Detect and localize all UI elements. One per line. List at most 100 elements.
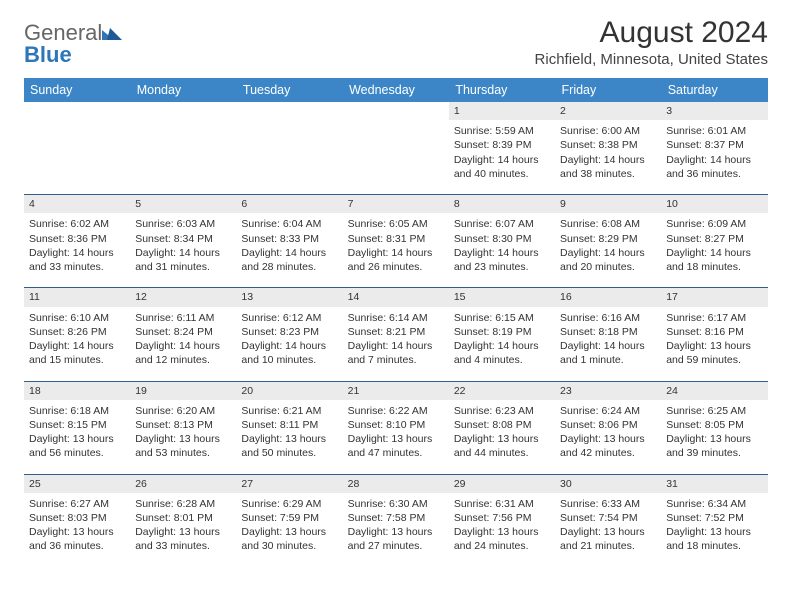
sunset-line: Sunset: 8:19 PM xyxy=(454,325,550,339)
day-number-cell: 15 xyxy=(449,288,555,307)
daylight-line: Daylight: 14 hours and 36 minutes. xyxy=(666,153,762,181)
weekday-header: Friday xyxy=(555,78,661,102)
daylight-line: Daylight: 14 hours and 18 minutes. xyxy=(666,246,762,274)
day-number-cell: 1 xyxy=(449,102,555,120)
day-number-cell: 8 xyxy=(449,195,555,214)
day-info-row: Sunrise: 6:18 AMSunset: 8:15 PMDaylight:… xyxy=(24,400,768,475)
day-cell xyxy=(130,120,236,195)
calendar-body: 123Sunrise: 5:59 AMSunset: 8:39 PMDaylig… xyxy=(24,102,768,567)
day-cell: Sunrise: 6:11 AMSunset: 8:24 PMDaylight:… xyxy=(130,307,236,382)
sunset-line: Sunset: 7:56 PM xyxy=(454,511,550,525)
daylight-line: Daylight: 14 hours and 38 minutes. xyxy=(560,153,656,181)
day-number-cell: 25 xyxy=(24,474,130,493)
sunrise-line: Sunrise: 6:28 AM xyxy=(135,497,231,511)
sunrise-line: Sunrise: 6:02 AM xyxy=(29,217,125,231)
sunset-line: Sunset: 8:27 PM xyxy=(666,232,762,246)
day-cell: Sunrise: 6:03 AMSunset: 8:34 PMDaylight:… xyxy=(130,213,236,288)
day-number-cell: 30 xyxy=(555,474,661,493)
sunset-line: Sunset: 8:26 PM xyxy=(29,325,125,339)
day-info-row: Sunrise: 6:02 AMSunset: 8:36 PMDaylight:… xyxy=(24,213,768,288)
daylight-line: Daylight: 13 hours and 42 minutes. xyxy=(560,432,656,460)
day-cell: Sunrise: 6:34 AMSunset: 7:52 PMDaylight:… xyxy=(661,493,767,567)
day-cell: Sunrise: 6:02 AMSunset: 8:36 PMDaylight:… xyxy=(24,213,130,288)
header: General Blue August 2024 Richfield, Minn… xyxy=(24,16,768,68)
daylight-line: Daylight: 14 hours and 1 minute. xyxy=(560,339,656,367)
sunset-line: Sunset: 8:11 PM xyxy=(241,418,337,432)
day-cell xyxy=(343,120,449,195)
location: Richfield, Minnesota, United States xyxy=(535,51,768,68)
sunrise-line: Sunrise: 6:23 AM xyxy=(454,404,550,418)
day-cell: Sunrise: 6:29 AMSunset: 7:59 PMDaylight:… xyxy=(236,493,342,567)
daylight-line: Daylight: 13 hours and 24 minutes. xyxy=(454,525,550,553)
sunrise-line: Sunrise: 6:10 AM xyxy=(29,311,125,325)
daylight-line: Daylight: 14 hours and 12 minutes. xyxy=(135,339,231,367)
daylight-line: Daylight: 13 hours and 44 minutes. xyxy=(454,432,550,460)
weekday-header: Wednesday xyxy=(343,78,449,102)
sunset-line: Sunset: 8:30 PM xyxy=(454,232,550,246)
day-number-cell: 5 xyxy=(130,195,236,214)
sunset-line: Sunset: 8:15 PM xyxy=(29,418,125,432)
day-number-cell: 29 xyxy=(449,474,555,493)
day-number-cell: 9 xyxy=(555,195,661,214)
month-title: August 2024 xyxy=(535,16,768,49)
sunrise-line: Sunrise: 6:20 AM xyxy=(135,404,231,418)
sunrise-line: Sunrise: 6:27 AM xyxy=(29,497,125,511)
sunset-line: Sunset: 8:36 PM xyxy=(29,232,125,246)
day-cell: Sunrise: 6:07 AMSunset: 8:30 PMDaylight:… xyxy=(449,213,555,288)
sunrise-line: Sunrise: 6:24 AM xyxy=(560,404,656,418)
day-cell: Sunrise: 6:17 AMSunset: 8:16 PMDaylight:… xyxy=(661,307,767,382)
sunrise-line: Sunrise: 6:08 AM xyxy=(560,217,656,231)
sunrise-line: Sunrise: 6:25 AM xyxy=(666,404,762,418)
day-number-cell: 13 xyxy=(236,288,342,307)
sunset-line: Sunset: 8:38 PM xyxy=(560,138,656,152)
day-number-cell: 7 xyxy=(343,195,449,214)
daylight-line: Daylight: 13 hours and 18 minutes. xyxy=(666,525,762,553)
day-cell: Sunrise: 6:04 AMSunset: 8:33 PMDaylight:… xyxy=(236,213,342,288)
daylight-line: Daylight: 13 hours and 47 minutes. xyxy=(348,432,444,460)
day-cell: Sunrise: 5:59 AMSunset: 8:39 PMDaylight:… xyxy=(449,120,555,195)
daylight-line: Daylight: 13 hours and 33 minutes. xyxy=(135,525,231,553)
day-number-cell: 14 xyxy=(343,288,449,307)
weekday-header: Thursday xyxy=(449,78,555,102)
weekday-header: Tuesday xyxy=(236,78,342,102)
day-number-row: 25262728293031 xyxy=(24,474,768,493)
sunrise-line: Sunrise: 6:03 AM xyxy=(135,217,231,231)
day-number-cell: 26 xyxy=(130,474,236,493)
day-cell: Sunrise: 6:27 AMSunset: 8:03 PMDaylight:… xyxy=(24,493,130,567)
sunset-line: Sunset: 8:13 PM xyxy=(135,418,231,432)
day-cell: Sunrise: 6:14 AMSunset: 8:21 PMDaylight:… xyxy=(343,307,449,382)
day-cell: Sunrise: 6:33 AMSunset: 7:54 PMDaylight:… xyxy=(555,493,661,567)
sunset-line: Sunset: 8:01 PM xyxy=(135,511,231,525)
day-number-cell: 17 xyxy=(661,288,767,307)
sunset-line: Sunset: 8:29 PM xyxy=(560,232,656,246)
daylight-line: Daylight: 14 hours and 26 minutes. xyxy=(348,246,444,274)
day-number-row: 123 xyxy=(24,102,768,120)
day-number-cell: 31 xyxy=(661,474,767,493)
weekday-header: Sunday xyxy=(24,78,130,102)
sunrise-line: Sunrise: 6:14 AM xyxy=(348,311,444,325)
daylight-line: Daylight: 14 hours and 23 minutes. xyxy=(454,246,550,274)
calendar-table: SundayMondayTuesdayWednesdayThursdayFrid… xyxy=(24,78,768,567)
sunset-line: Sunset: 8:39 PM xyxy=(454,138,550,152)
title-block: August 2024 Richfield, Minnesota, United… xyxy=(535,16,768,68)
daylight-line: Daylight: 14 hours and 10 minutes. xyxy=(241,339,337,367)
daylight-line: Daylight: 14 hours and 33 minutes. xyxy=(29,246,125,274)
day-number-cell: 28 xyxy=(343,474,449,493)
sunset-line: Sunset: 8:06 PM xyxy=(560,418,656,432)
daylight-line: Daylight: 14 hours and 20 minutes. xyxy=(560,246,656,274)
day-cell: Sunrise: 6:30 AMSunset: 7:58 PMDaylight:… xyxy=(343,493,449,567)
day-info-row: Sunrise: 6:27 AMSunset: 8:03 PMDaylight:… xyxy=(24,493,768,567)
sunset-line: Sunset: 8:34 PM xyxy=(135,232,231,246)
day-cell: Sunrise: 6:24 AMSunset: 8:06 PMDaylight:… xyxy=(555,400,661,475)
day-cell: Sunrise: 6:28 AMSunset: 8:01 PMDaylight:… xyxy=(130,493,236,567)
day-cell: Sunrise: 6:25 AMSunset: 8:05 PMDaylight:… xyxy=(661,400,767,475)
day-cell: Sunrise: 6:23 AMSunset: 8:08 PMDaylight:… xyxy=(449,400,555,475)
sunset-line: Sunset: 8:37 PM xyxy=(666,138,762,152)
sunrise-line: Sunrise: 6:16 AM xyxy=(560,311,656,325)
day-number-cell: 2 xyxy=(555,102,661,120)
calendar-head: SundayMondayTuesdayWednesdayThursdayFrid… xyxy=(24,78,768,102)
daylight-line: Daylight: 13 hours and 27 minutes. xyxy=(348,525,444,553)
sunrise-line: Sunrise: 6:30 AM xyxy=(348,497,444,511)
daylight-line: Daylight: 13 hours and 39 minutes. xyxy=(666,432,762,460)
day-cell: Sunrise: 6:05 AMSunset: 8:31 PMDaylight:… xyxy=(343,213,449,288)
